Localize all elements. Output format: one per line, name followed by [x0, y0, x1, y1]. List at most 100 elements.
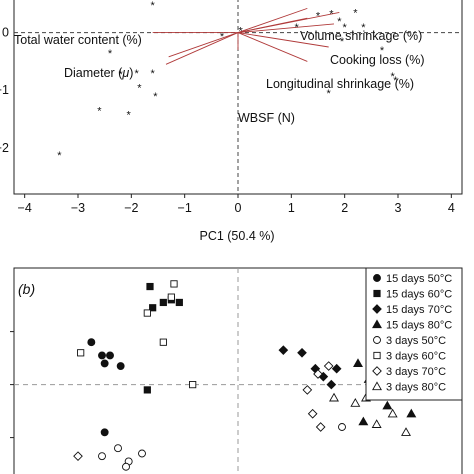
- score-point-diamond-open: [323, 361, 334, 371]
- loading-vector: [168, 32, 239, 58]
- x-tick-label: 1: [288, 201, 295, 215]
- score-point: *: [340, 36, 345, 48]
- loading-vector: [237, 32, 329, 48]
- var-label-diameter: Diameter (μ): [64, 66, 133, 80]
- panel-a-y-ticks: 0 −1 −2: [0, 26, 9, 155]
- legend-marker: [372, 319, 382, 329]
- legend-marker: [373, 336, 381, 344]
- x-tick-label: −1: [178, 201, 192, 215]
- score-point: *: [329, 9, 334, 21]
- score-point-circle-filled: [106, 351, 114, 360]
- panel-b-label: (b): [18, 281, 35, 297]
- x-axis-label: PC1 (50.4 %): [199, 229, 274, 243]
- x-tick-label: 0: [235, 201, 242, 215]
- score-point-diamond-filled: [297, 347, 307, 358]
- score-point-square-open: [167, 293, 175, 301]
- score-point: *: [391, 71, 396, 83]
- score-point-square-open: [170, 280, 178, 288]
- loading-vector: [237, 11, 340, 34]
- score-point-circle-open: [114, 444, 122, 453]
- score-point-diamond-filled: [331, 363, 342, 374]
- score-point-diamond-filled: [278, 345, 289, 355]
- x-tick-label: 4: [448, 201, 455, 215]
- panel-a-loadings: [152, 7, 340, 65]
- score-point: *: [239, 25, 244, 37]
- legend-marker: [372, 304, 382, 314]
- score-point-circle-filled: [100, 359, 109, 368]
- score-point: *: [295, 22, 300, 34]
- score-point: *: [57, 150, 62, 162]
- score-point-square-filled: [159, 298, 167, 307]
- legend: 15 days 50°C 15 days 60°C 15 days 70°C 15 d…: [365, 267, 463, 401]
- score-point-square-open: [189, 381, 197, 389]
- score-point: *: [108, 48, 113, 60]
- legend-entry-label: 3 days 70°C: [386, 366, 446, 378]
- score-point-diamond-filled: [326, 379, 337, 390]
- score-point-circle-open: [98, 452, 106, 461]
- score-point-triangle-filled: [358, 416, 369, 426]
- var-label-cooking-loss: Cooking loss (%): [330, 53, 424, 67]
- legend-entry-label: 3 days 80°C: [386, 382, 446, 394]
- y-tick-label: −2: [0, 141, 9, 155]
- score-point-triangle-open: [387, 408, 398, 418]
- panel-a-x-ticks: −4 −3 −2 −1 0 1 2 3 4: [18, 194, 455, 215]
- score-point: *: [153, 91, 158, 103]
- loading-vector: [237, 32, 308, 62]
- legend-entry-label: 15 days 80°C: [386, 320, 452, 332]
- panel-a-biplot: ** ** * ** * ******** ***** *** −4 −3 −2 −1 0 1 2 3 4 0…: [0, 0, 463, 243]
- score-point-diamond-open: [315, 422, 326, 432]
- score-point: *: [343, 22, 348, 34]
- panel-b-points: [73, 280, 417, 471]
- score-point: *: [393, 75, 398, 87]
- score-point-triangle-open: [371, 419, 382, 428]
- legend-entry-label: 3 days 60°C: [386, 351, 446, 363]
- score-point-circle-filled: [87, 338, 96, 347]
- score-point-circle-open: [338, 423, 346, 431]
- score-point-triangle-filled: [406, 408, 417, 418]
- score-point: *: [220, 31, 225, 43]
- score-point: *: [137, 82, 142, 94]
- x-tick-label: −2: [124, 201, 138, 215]
- score-point: *: [151, 68, 156, 80]
- legend-entry-label: 3 days 50°C: [386, 335, 446, 347]
- x-tick-label: 2: [341, 201, 348, 215]
- loading-vector: [237, 7, 308, 34]
- score-point-diamond-open: [73, 451, 83, 461]
- x-tick-label: −3: [71, 201, 85, 215]
- legend-entry-label: 15 days 70°C: [386, 304, 452, 316]
- score-point-square-open: [159, 338, 167, 346]
- panel-a-points: ** ** * ** * ******** ***** ***: [57, 0, 398, 162]
- y-tick-label: 0: [2, 26, 9, 40]
- score-point-triangle-filled: [353, 358, 363, 367]
- panel-b-y-ticks: [10, 331, 14, 439]
- diameter-mu: μ: [121, 66, 129, 80]
- score-point: *: [119, 69, 124, 81]
- var-label-wbsf: WBSF (N): [238, 111, 295, 125]
- score-point: *: [127, 109, 132, 121]
- y-tick-label: −1: [0, 83, 9, 97]
- legend-marker: [372, 366, 382, 376]
- diameter-suffix: ): [129, 66, 133, 80]
- score-point-circle-filled: [116, 362, 125, 370]
- score-point-triangle-open: [350, 398, 361, 407]
- score-point-diamond-open: [307, 408, 318, 419]
- score-point: *: [337, 16, 342, 28]
- panel-b-scores: (b) 15 days 50°C 15 days 60°C 15 days 70°C…: [10, 267, 463, 474]
- loading-vector: [165, 32, 239, 65]
- score-point-circle-open: [138, 449, 146, 458]
- var-label-volume-shrinkage: Volume shrinkage (%): [300, 29, 422, 43]
- legend-marker: [373, 274, 381, 282]
- legend-marker: [373, 289, 381, 298]
- score-point-diamond-open: [302, 385, 313, 395]
- var-label-total-water: Total water content (%): [14, 33, 142, 47]
- score-point: *: [151, 0, 156, 12]
- loading-vector: [237, 23, 335, 34]
- score-point-square-filled: [146, 282, 154, 291]
- score-point: *: [97, 105, 102, 117]
- score-point: *: [316, 10, 321, 22]
- x-tick-label: −4: [18, 201, 32, 215]
- score-point-triangle-filled: [382, 400, 393, 410]
- score-point: *: [353, 7, 358, 19]
